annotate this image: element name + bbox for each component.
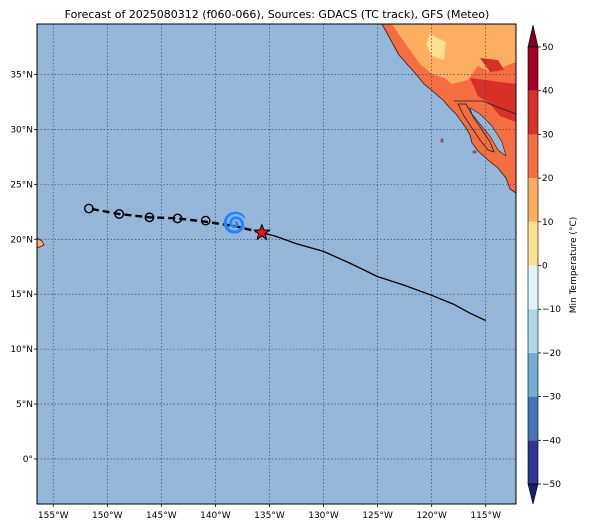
colorbar-tick-label: 30: [542, 130, 554, 140]
lon-tick-label: 140°W: [200, 511, 231, 521]
colorbar-segment: [528, 47, 538, 91]
lat-tick-label: 35°N: [10, 71, 33, 81]
colorbar-tick-label: 20: [542, 174, 554, 184]
cyclone-track: 🌀: [84, 203, 486, 322]
lon-tick-label: 155°W: [38, 511, 69, 521]
colorbar-segment: [528, 134, 538, 179]
forecast-point: [172, 213, 183, 224]
colorbar-ticks: 50 40 30 20 10 0 −10 −20 −30 −40 −50: [538, 43, 561, 490]
lat-tick-label: 5°N: [16, 400, 33, 410]
lon-tick-label: 125°W: [362, 511, 393, 521]
lat-tick-label: 25°N: [10, 180, 33, 190]
lat-tick-label: 20°N: [10, 235, 33, 245]
lon-tick-label: 150°W: [92, 511, 123, 521]
forecast-point: [144, 212, 155, 223]
colorbar-segment: [528, 352, 538, 397]
map-frame: [36, 23, 517, 505]
hawaii-island: [37, 237, 45, 249]
lon-tick-label: 120°W: [416, 511, 447, 521]
current-position-star-icon: [252, 223, 271, 241]
colorbar-tick-label: −10: [542, 305, 561, 315]
map-title: Forecast of 2025080312 (f060-066), Sourc…: [65, 8, 490, 21]
colorbar-segment: [528, 221, 538, 266]
colorbar-segment: [528, 265, 538, 310]
lat-tick-label: 15°N: [10, 290, 33, 300]
colorbar-tick-label: 40: [542, 87, 554, 97]
latitude-axis: 0° 5°N 10°N 15°N 20°N 25°N 30°N 35°N: [10, 71, 37, 465]
lon-tick-label: 130°W: [308, 511, 339, 521]
colorbar-tick-label: 0: [542, 262, 548, 272]
lon-tick-label: 145°W: [146, 511, 177, 521]
colorbar-segment: [528, 309, 538, 353]
colorbar-under-arrow: [527, 483, 539, 505]
lat-tick-label: 10°N: [10, 345, 33, 355]
lat-tick-label: 0°: [23, 455, 33, 465]
colorbar-tick-label: 50: [542, 43, 554, 53]
forecast-points: [84, 203, 211, 226]
longitude-axis: 155°W 150°W 145°W 140°W 135°W 130°W 125°W 120°W…: [38, 504, 501, 521]
colorbar-tick-label: 10: [542, 218, 554, 228]
colorbar-segment: [528, 90, 538, 135]
forecast-track-line: [88, 207, 263, 234]
colorbar-label: Min Temperature (°C): [569, 217, 579, 314]
colorbar-over-arrow: [527, 24, 539, 48]
colorbar-segment: [528, 396, 538, 441]
hurricane-icon: 🌀: [222, 210, 247, 234]
colorbar-tick-label: −40: [542, 436, 561, 446]
colorbar-tick-label: −20: [542, 349, 561, 359]
north-america-land: [381, 24, 516, 194]
graticule: [37, 24, 516, 504]
colorbar-segment: [528, 440, 538, 484]
lon-tick-label: 115°W: [470, 511, 501, 521]
forecast-point: [200, 215, 211, 226]
lat-tick-label: 30°N: [10, 125, 33, 135]
forecast-point: [84, 203, 94, 214]
forecast-point: [114, 209, 125, 219]
lon-tick-label: 135°W: [254, 511, 285, 521]
colorbar-segment: [528, 178, 538, 222]
colorbar: [527, 24, 539, 505]
ocean-area: [37, 24, 516, 504]
colorbar-tick-label: −50: [542, 480, 561, 490]
past-track-line: [261, 232, 486, 322]
colorbar-tick-label: −30: [542, 393, 561, 403]
